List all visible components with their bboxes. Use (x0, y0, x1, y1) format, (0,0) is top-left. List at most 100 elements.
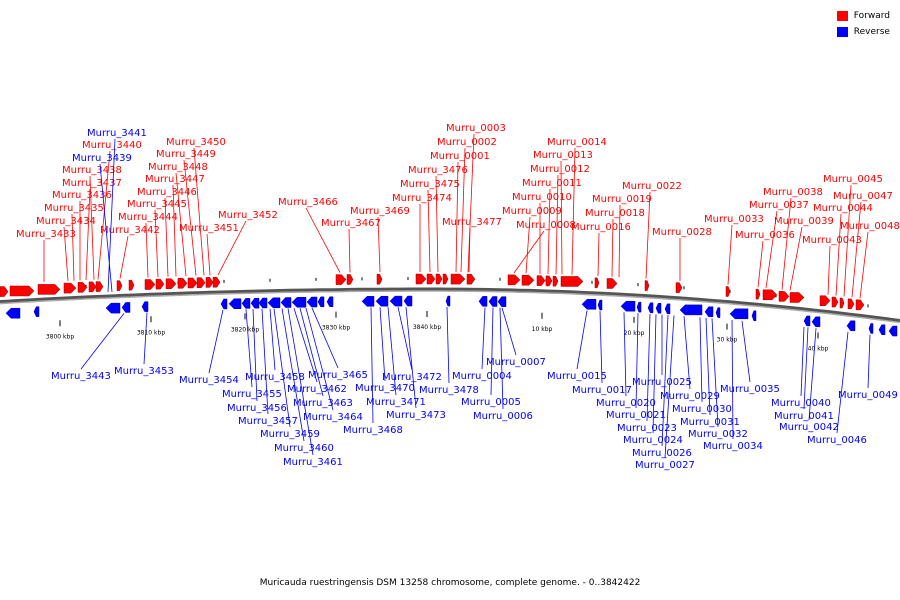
forward-leader-line (560, 160, 563, 275)
forward-leader-line (89, 175, 95, 280)
reverse-gene-glyph (488, 296, 498, 307)
forward-gene-glyph (435, 273, 443, 285)
reverse-gene-label: Murru_0020 (596, 398, 656, 409)
reverse-gene-label: Murru_0021 (606, 410, 666, 421)
reverse-gene-label: Murru_3461 (283, 457, 343, 468)
reverse-gene-glyph (306, 296, 318, 308)
forward-leader-line (217, 220, 247, 276)
forward-leader-line (348, 228, 351, 273)
forward-gene-label: Murru_3437 (62, 178, 122, 189)
reverse-leader-line (252, 309, 258, 402)
forward-gene-label: Murru_0016 (571, 222, 631, 233)
forward-gene-label: Murru_3438 (62, 165, 122, 176)
forward-leader-line (63, 226, 69, 281)
forward-gene-label: Murru_3474 (392, 193, 452, 204)
reverse-gene-glyph (497, 296, 507, 307)
reverse-leader-line (711, 318, 719, 428)
forward-gene-label: Murru_3436 (52, 190, 112, 201)
reverse-gene-glyph (846, 320, 856, 332)
forward-gene-label: Murru_0037 (749, 200, 809, 211)
forward-leader-line (467, 133, 475, 273)
reverse-gene-glyph (5, 307, 21, 319)
reverse-gene-glyph (326, 296, 334, 307)
forward-leader-line (765, 210, 778, 289)
forward-gene-label: Murru_3446 (137, 187, 197, 198)
forward-leader-line (851, 201, 862, 298)
forward-leader-line (175, 172, 187, 277)
forward-gene-label: Murru_0002 (437, 137, 497, 148)
forward-gene-glyph (606, 278, 618, 289)
forward-gene-label: Murru_0008 (516, 220, 576, 231)
forward-gene-glyph (95, 281, 104, 292)
forward-gene-glyph (144, 279, 156, 290)
reverse-gene-glyph (361, 296, 375, 307)
forward-gene-glyph (155, 278, 165, 290)
forward-leader-line (460, 147, 466, 273)
forward-leader-line (757, 240, 764, 288)
reverse-gene-label: Murru_3471 (366, 397, 426, 408)
forward-gene-label: Murru_0013 (533, 150, 593, 161)
forward-gene-glyph (789, 292, 805, 303)
scale-tick-label: 3830 kbp (322, 325, 350, 332)
reverse-gene-glyph (250, 297, 260, 309)
scale-tick-label: 3810 kbp (137, 329, 165, 336)
genome-caption: Muricauda ruestringensis DSM 13258 chrom… (259, 578, 641, 588)
reverse-gene-label: Murru_0034 (703, 441, 763, 452)
forward-gene-label: Murru_3452 (218, 210, 278, 221)
reverse-gene-label: Murru_0023 (617, 423, 677, 434)
reverse-leader-line (273, 308, 291, 428)
forward-gene-glyph (847, 298, 855, 310)
forward-gene-label: Murru_3450 (166, 137, 226, 148)
reverse-leader-line (405, 306, 417, 409)
forward-gene-label: Murru_0009 (502, 206, 562, 217)
forward-gene-glyph (507, 274, 521, 286)
reverse-gene-glyph (751, 310, 757, 322)
reverse-gene-label: Murru_0032 (688, 429, 748, 440)
reverse-leader-line (808, 328, 817, 421)
scale-tick-label: 3840 kbp (413, 324, 441, 331)
forward-gene-label: Murru_3449 (156, 149, 216, 160)
forward-gene-label: Murru_3442 (100, 225, 160, 236)
reverse-leader-line (731, 320, 734, 440)
forward-gene-glyph (0, 286, 9, 297)
forward-gene-glyph (725, 286, 731, 297)
forward-gene-glyph (116, 280, 123, 291)
legend-item-reverse: Reverse (836, 25, 890, 39)
reverse-gene-glyph (241, 298, 251, 309)
forward-leader-line (119, 235, 129, 279)
reverse-leader-line (481, 307, 486, 370)
forward-gene-glyph (187, 277, 198, 289)
forward-gene-glyph (212, 276, 221, 288)
forward-gene-label: Murru_0022 (622, 181, 682, 192)
forward-gene-glyph (346, 274, 354, 285)
reverse-gene-glyph (258, 297, 268, 309)
reverse-gene-glyph (121, 302, 131, 313)
forward-gene-label: Murru_3440 (82, 140, 142, 151)
forward-gene-label: Murru_3445 (127, 199, 187, 210)
forward-leader-line (193, 147, 205, 276)
reverse-gene-glyph (878, 324, 886, 335)
reverse-gene-glyph (647, 302, 654, 314)
reverse-leader-line (705, 317, 711, 416)
forward-leader-line (789, 226, 803, 291)
reverse-leader-line (867, 334, 871, 389)
forward-leader-line (172, 184, 177, 277)
reverse-leader-line (245, 309, 253, 388)
forward-gene-glyph (552, 275, 559, 287)
reverse-gene-glyph (581, 299, 597, 310)
scale-tick-label: 30 kbp (717, 337, 738, 344)
reverse-gene-label: Murru_3464 (303, 412, 363, 423)
reverse-gene-glyph (704, 306, 714, 318)
forward-gene-glyph (63, 282, 77, 294)
reverse-leader-line (299, 308, 324, 397)
reverse-leader-line (80, 313, 125, 370)
forward-gene-label: Murru_3434 (36, 216, 96, 227)
reverse-leader-line (836, 331, 849, 434)
reverse-gene-glyph (267, 297, 281, 309)
reverse-gene-glyph (220, 298, 228, 310)
forward-gene-label: Murru_0048 (840, 221, 900, 232)
forward-leader-line (525, 216, 531, 274)
forward-gene-glyph (560, 276, 584, 287)
reverse-gene-glyph (228, 298, 242, 309)
